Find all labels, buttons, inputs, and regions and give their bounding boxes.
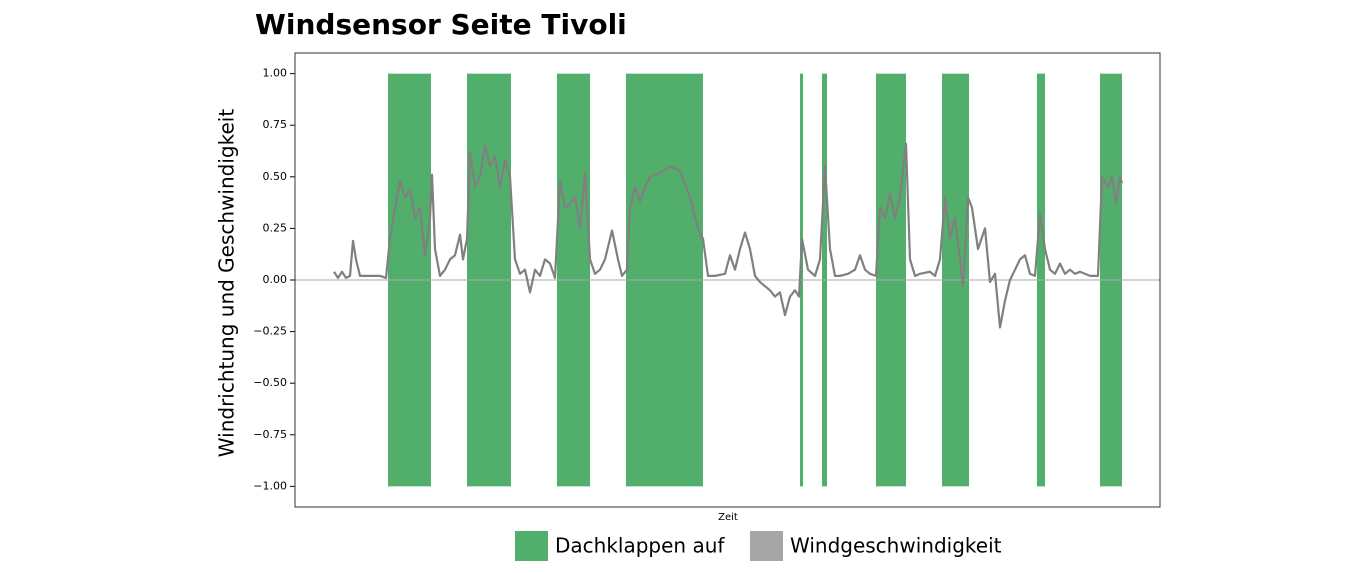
legend-label: Dachklappen auf	[555, 534, 725, 558]
x-axis-label: Zeit	[718, 512, 738, 523]
y-axis-label: Windrichtung und Geschwindigkeit	[215, 109, 239, 458]
y-tick-label: 0.00	[263, 273, 288, 286]
wind-line	[333, 142, 1124, 329]
y-tick-label: 0.50	[263, 170, 288, 183]
y-tick-label: −0.25	[253, 325, 287, 338]
legend-swatch	[750, 531, 783, 561]
y-tick-label: 0.75	[263, 118, 288, 131]
y-tick-label: −0.75	[253, 428, 287, 441]
y-tick-label: −0.50	[253, 376, 287, 389]
legend-label: Windgeschwindigkeit	[790, 534, 1002, 558]
chart-title: Windsensor Seite Tivoli	[255, 8, 627, 41]
plot-frame	[294, 52, 1161, 508]
y-tick-label: 1.00	[263, 67, 288, 80]
legend-swatch	[515, 531, 548, 561]
y-tick-label: 0.25	[263, 221, 288, 234]
y-tick-label: −1.00	[253, 479, 287, 492]
